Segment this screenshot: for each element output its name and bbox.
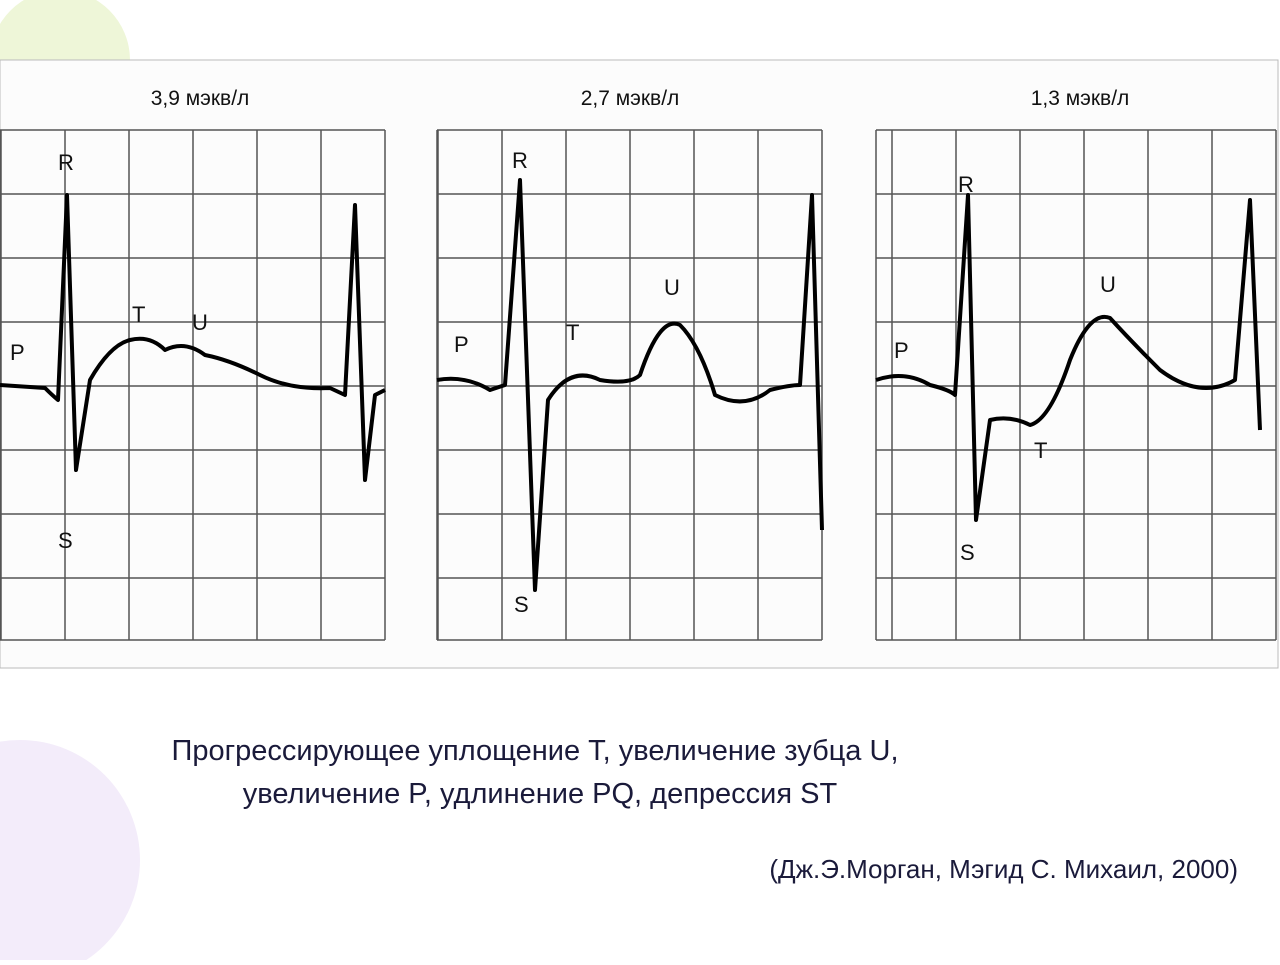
- panel-title: 3,9 мэкв/л: [151, 87, 250, 110]
- wave-label: P: [454, 332, 469, 357]
- ecg-trace: [436, 178, 824, 592]
- wave-label: S: [58, 528, 73, 553]
- wave-label: P: [894, 338, 909, 363]
- wave-label: T: [132, 302, 145, 327]
- panel-title: 1,3 мэкв/л: [1031, 87, 1130, 110]
- caption-line: увеличение P, удлинение PQ, депрессия ST: [243, 778, 838, 810]
- wave-label: U: [192, 310, 208, 335]
- wave-label: R: [512, 148, 528, 173]
- decor: [0, 740, 140, 965]
- wave-label: U: [664, 275, 680, 300]
- wave-label: T: [566, 320, 579, 345]
- citation: (Дж.Э.Морган, Мэгид С. Михаил, 2000): [769, 854, 1238, 884]
- wave-label: S: [514, 592, 529, 617]
- ecg-trace: [875, 193, 1262, 522]
- figure: [0, 59, 1279, 669]
- wave-label: T: [1034, 438, 1047, 463]
- grids: [0, 129, 1277, 641]
- ecg-trace: [0, 193, 386, 482]
- caption-line: Прогрессирующее уплощение T, увеличение …: [172, 735, 899, 767]
- wave-label: U: [1100, 272, 1116, 297]
- wave-label: P: [10, 340, 25, 365]
- wave-label: R: [958, 172, 974, 197]
- wave-label: R: [58, 150, 74, 175]
- wave-label: S: [960, 540, 975, 565]
- panel-title: 2,7 мэкв/л: [581, 87, 680, 110]
